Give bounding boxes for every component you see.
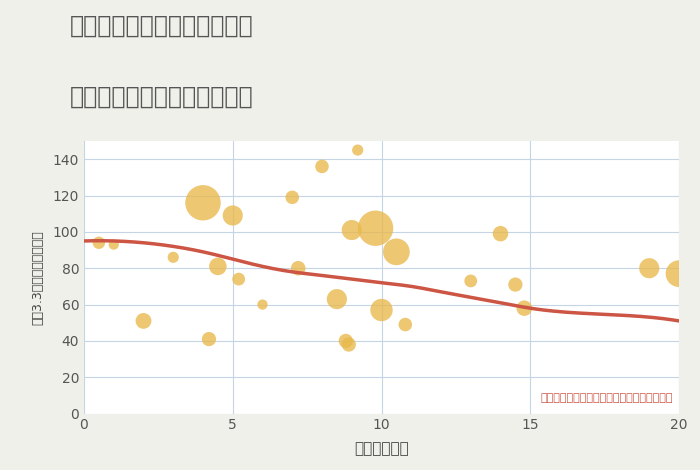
Point bbox=[227, 212, 238, 219]
Point bbox=[376, 306, 387, 314]
Point bbox=[233, 275, 244, 283]
Point bbox=[316, 163, 328, 170]
Point bbox=[93, 239, 104, 247]
Text: 円の大きさは、取引のあった物件面積を示す: 円の大きさは、取引のあった物件面積を示す bbox=[540, 393, 673, 403]
Point bbox=[257, 301, 268, 308]
Point bbox=[343, 341, 354, 348]
Point bbox=[138, 317, 149, 325]
Point bbox=[370, 225, 381, 232]
Point bbox=[465, 277, 476, 285]
Point bbox=[346, 226, 357, 234]
Text: 奈良県奈良市大豆山突抜町の: 奈良県奈良市大豆山突抜町の bbox=[70, 14, 253, 38]
Text: 駅距離別中古マンション価格: 駅距離別中古マンション価格 bbox=[70, 85, 253, 109]
Point bbox=[287, 194, 298, 201]
Point bbox=[673, 270, 685, 277]
Point bbox=[510, 281, 521, 288]
Point bbox=[495, 230, 506, 237]
Point bbox=[391, 248, 402, 256]
Point bbox=[644, 265, 655, 272]
Y-axis label: 坪（3.3㎡）単価（万円）: 坪（3.3㎡）単価（万円） bbox=[32, 230, 44, 325]
Point bbox=[519, 305, 530, 312]
X-axis label: 駅距離（分）: 駅距離（分） bbox=[354, 441, 409, 456]
Point bbox=[197, 199, 209, 206]
Point bbox=[293, 265, 304, 272]
Point bbox=[400, 321, 411, 329]
Point bbox=[352, 146, 363, 154]
Point bbox=[212, 263, 223, 270]
Point bbox=[331, 295, 342, 303]
Point bbox=[203, 335, 214, 343]
Point bbox=[108, 241, 119, 248]
Point bbox=[340, 337, 351, 345]
Point bbox=[168, 253, 179, 261]
